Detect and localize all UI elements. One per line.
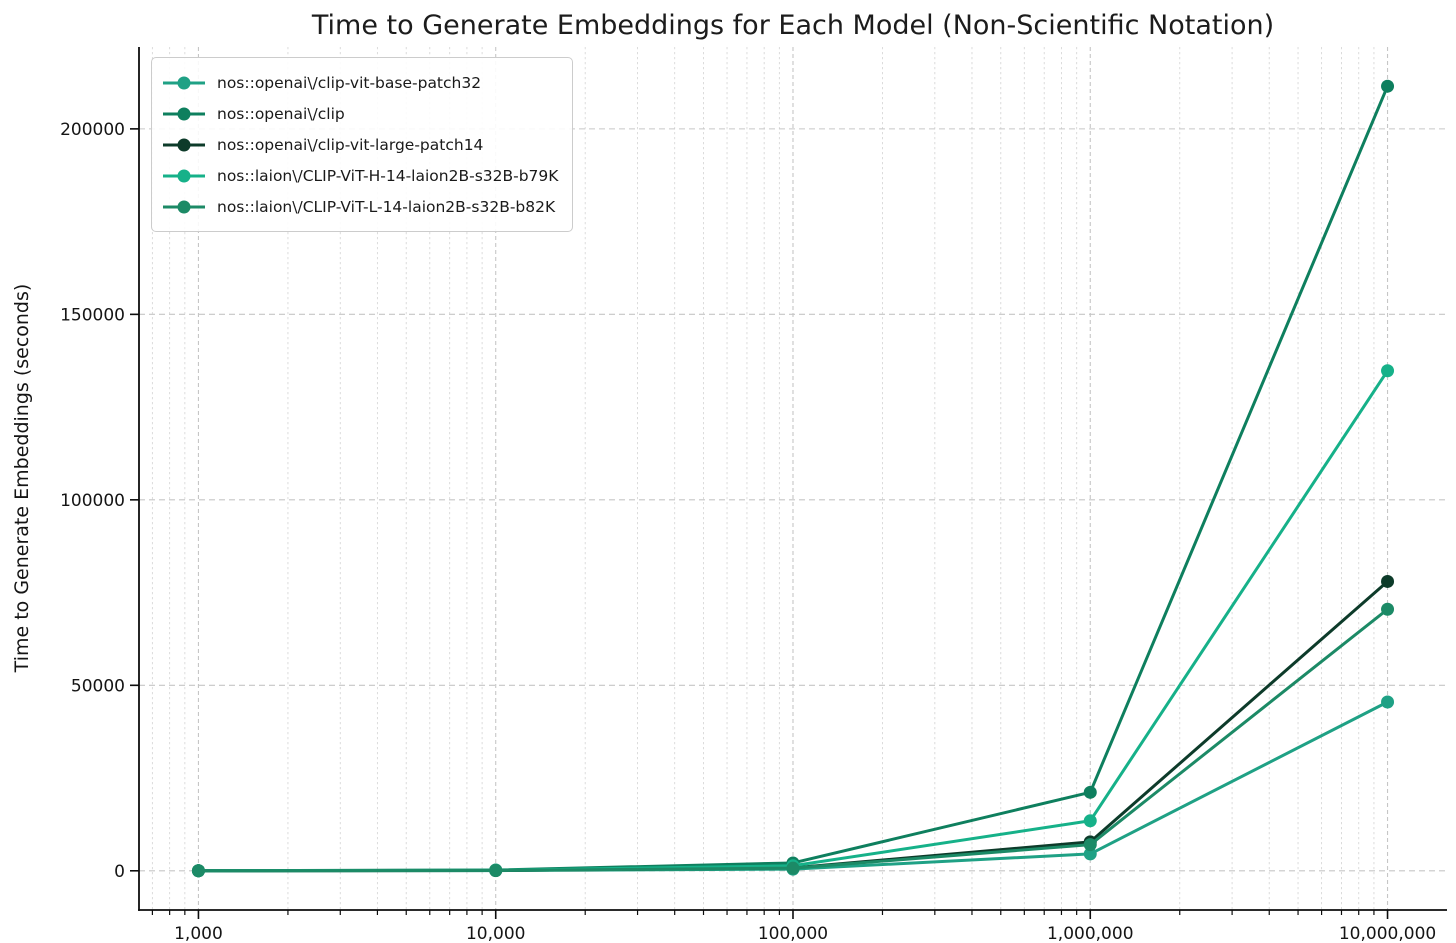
y-axis-label: Time to Generate Embeddings (seconds): [11, 283, 33, 673]
x-tick-label: 100,000: [758, 924, 828, 943]
legend-marker-icon: [163, 76, 205, 89]
legend-item: nos::laion\/CLIP-ViT-H-14-laion2B-s32B-b…: [162, 160, 558, 191]
x-tick-label: 10,000: [466, 924, 525, 943]
chart-title: Time to Generate Embeddings for Each Mod…: [311, 10, 1275, 41]
data-point-marker: [1381, 695, 1395, 709]
data-point-marker: [786, 861, 800, 875]
legend-item-label: nos::laion\/CLIP-ViT-H-14-laion2B-s32B-b…: [217, 166, 559, 185]
legend-item: nos::openai\/clip-vit-base-patch32: [162, 67, 558, 98]
data-point-marker: [1381, 602, 1395, 616]
data-point-marker: [1381, 364, 1395, 378]
legend-item-label: nos::laion\/CLIP-ViT-L-14-laion2B-s32B-b…: [217, 197, 556, 216]
y-tick-label: 100000: [60, 491, 125, 511]
data-point-marker: [1381, 79, 1395, 93]
y-tick-label: 0: [114, 862, 125, 882]
data-point-marker: [1083, 785, 1097, 799]
legend-marker-icon: [163, 107, 205, 120]
data-point-marker: [489, 864, 503, 878]
legend-item-label: nos::openai\/clip: [217, 104, 345, 123]
x-tick-label: 1,000,000: [1047, 924, 1134, 943]
data-point-marker: [1083, 847, 1097, 861]
data-point-marker: [1381, 574, 1395, 588]
data-point-marker: [191, 864, 205, 878]
legend-marker-icon: [163, 200, 205, 213]
legend-item: nos::laion\/CLIP-ViT-L-14-laion2B-s32B-b…: [162, 191, 558, 222]
y-tick-label: 200000: [60, 120, 125, 140]
legend-marker-icon: [163, 169, 205, 182]
legend-marker-icon: [163, 138, 205, 151]
legend-item: nos::openai\/clip-vit-large-patch14: [162, 129, 558, 160]
series-line: [196, 369, 1390, 873]
data-point-marker: [1083, 838, 1097, 852]
legend-item-label: nos::openai\/clip-vit-large-patch14: [217, 135, 484, 154]
legend-item: nos::openai\/clip: [162, 98, 558, 129]
y-tick-label: 150000: [60, 305, 125, 325]
x-tick-label: 10,000,000: [1339, 924, 1436, 943]
data-point-marker: [1083, 814, 1097, 828]
legend-item-label: nos::openai\/clip-vit-base-patch32: [217, 73, 482, 92]
x-tick-label: 1,000: [174, 924, 223, 943]
y-tick-label: 50000: [71, 676, 125, 696]
